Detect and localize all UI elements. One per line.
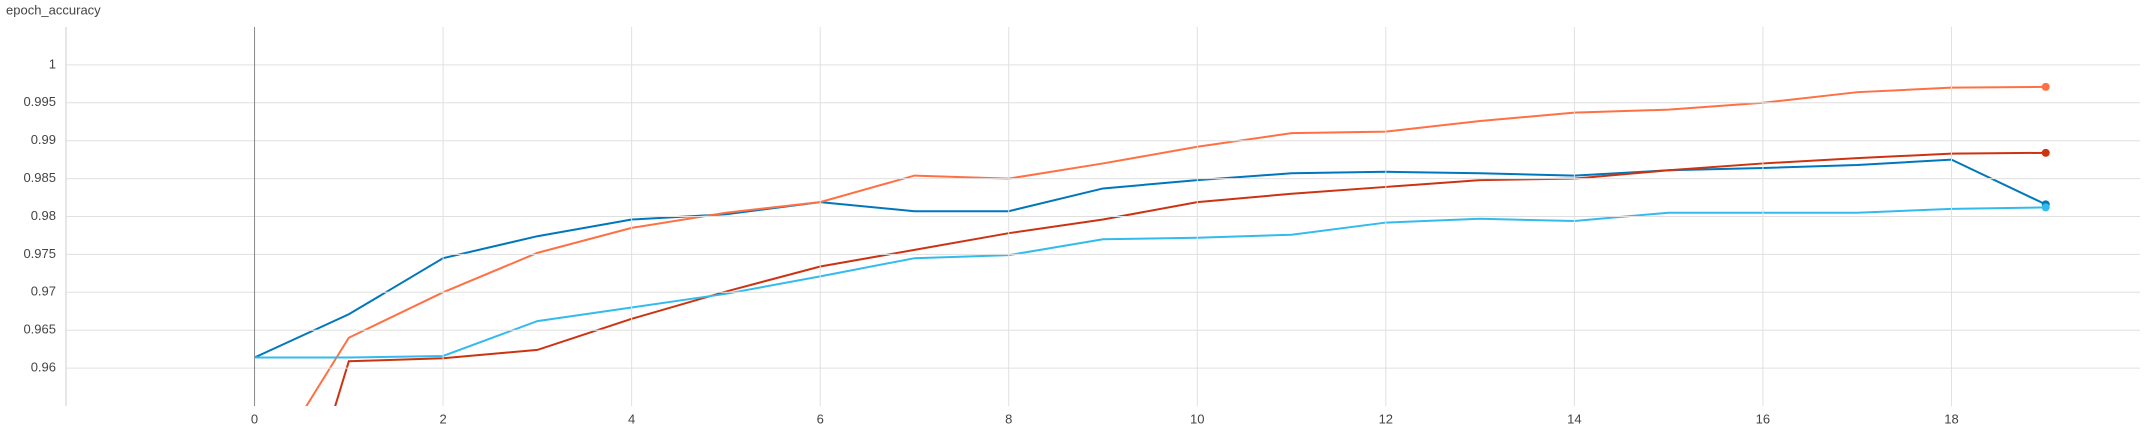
x-tick-label: 12 bbox=[1379, 411, 1393, 426]
x-tick-label: 16 bbox=[1756, 411, 1770, 426]
y-tick-label: 1 bbox=[49, 56, 56, 71]
y-tick-label: 0.995 bbox=[23, 94, 56, 109]
line bbox=[334, 151, 2046, 406]
line bbox=[305, 85, 2046, 406]
x-tick-label: 8 bbox=[1005, 411, 1012, 426]
end-point bbox=[2041, 203, 2050, 212]
x-tick-label: 0 bbox=[251, 411, 258, 426]
y-tick-label: 0.965 bbox=[23, 322, 56, 337]
chart-title: epoch_accuracy bbox=[6, 2, 101, 17]
x-tick-label: 10 bbox=[1190, 411, 1204, 426]
x-tick-label: 14 bbox=[1567, 411, 1581, 426]
y-tick-label: 0.98 bbox=[31, 208, 56, 223]
x-tick-label: 2 bbox=[439, 411, 446, 426]
end-point bbox=[2041, 148, 2050, 157]
y-tick-label: 0.99 bbox=[31, 132, 56, 147]
line bbox=[254, 158, 2047, 359]
end-point bbox=[2041, 82, 2050, 91]
y-tick-label: 0.96 bbox=[31, 360, 56, 375]
x-tick-label: 6 bbox=[817, 411, 824, 426]
y-tick-label: 0.985 bbox=[23, 170, 56, 185]
y-tick-label: 0.975 bbox=[23, 246, 56, 261]
line bbox=[254, 206, 2046, 359]
x-tick-label: 18 bbox=[1944, 411, 1958, 426]
plot-area bbox=[254, 82, 2050, 406]
x-tick-label: 4 bbox=[628, 411, 635, 426]
y-tick-label: 0.97 bbox=[31, 284, 56, 299]
